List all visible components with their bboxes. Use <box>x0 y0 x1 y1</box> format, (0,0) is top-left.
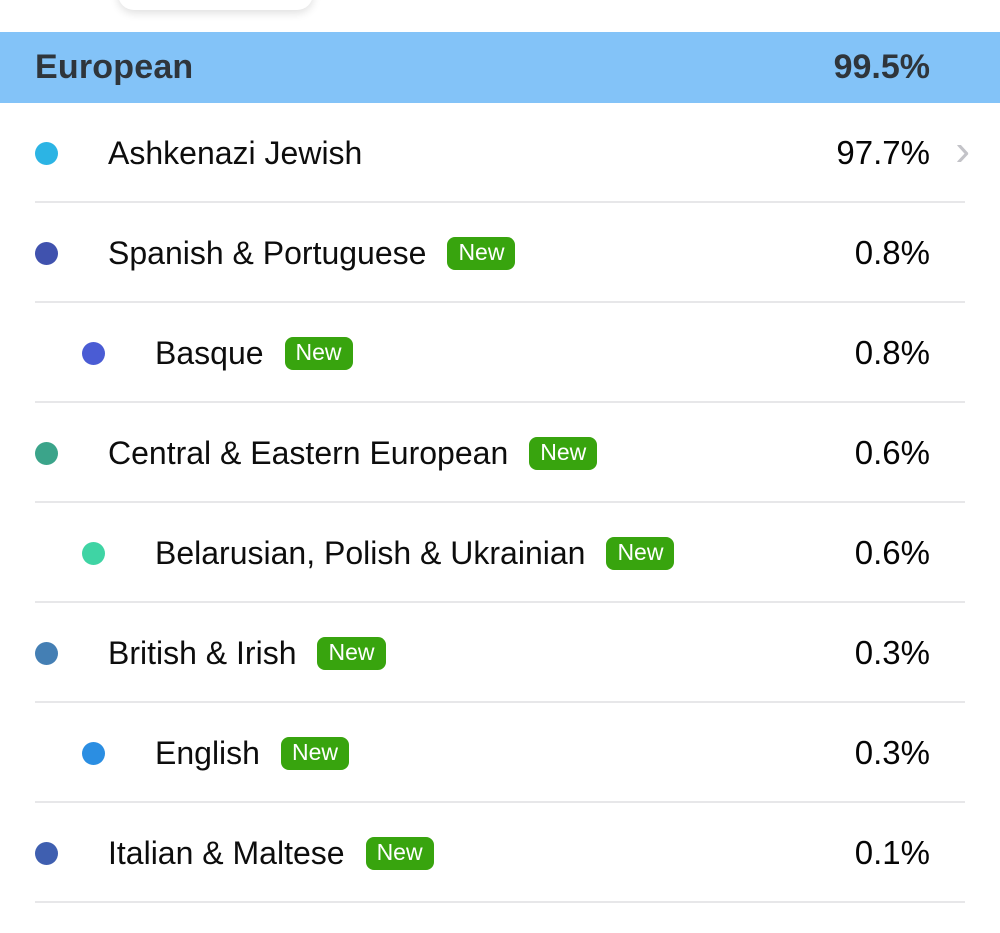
ancestry-percentage: 0.3% <box>854 734 930 771</box>
new-badge: New <box>365 836 434 870</box>
ancestry-percentage: 0.8% <box>854 234 930 271</box>
new-badge: New <box>529 436 598 470</box>
floating-card-bottom-edge <box>118 0 313 10</box>
ancestry-label: English <box>155 734 260 771</box>
ancestry-rows-list: Ashkenazi Jewish 97.7% › Spanish & Portugue… <box>0 103 1000 903</box>
ancestry-label: Central & Eastern European <box>108 434 509 471</box>
ancestry-dot <box>82 541 105 565</box>
ancestry-percentage: 0.3% <box>854 634 930 671</box>
new-badge: New <box>606 536 675 570</box>
new-badge: New <box>284 336 353 370</box>
top-strip <box>0 0 1000 32</box>
ancestry-dot <box>82 341 105 365</box>
ancestry-dot <box>35 641 58 665</box>
ancestry-label: Italian & Maltese <box>108 834 345 871</box>
ancestry-label: Ashkenazi Jewish <box>108 134 363 171</box>
ancestry-percentage: 0.6% <box>854 434 930 471</box>
ancestry-percentage: 0.8% <box>854 334 930 371</box>
ancestry-dot <box>35 241 58 265</box>
ancestry-row-spanish-portuguese[interactable]: Spanish & Portuguese New 0.8% <box>0 203 1000 303</box>
ancestry-dot <box>82 741 105 765</box>
ancestry-row-italian-maltese[interactable]: Italian & Maltese New 0.1% <box>0 803 1000 903</box>
group-header-european[interactable]: European 99.5% <box>0 32 1000 103</box>
ancestry-percentage: 0.6% <box>854 534 930 571</box>
ancestry-row-basque[interactable]: Basque New 0.8% <box>0 303 1000 403</box>
ancestry-percentage: 97.7% <box>836 134 930 171</box>
ancestry-row-english[interactable]: English New 0.3% <box>0 703 1000 803</box>
group-title: European <box>35 48 194 86</box>
chevron-right-icon: › <box>955 126 970 176</box>
ancestry-label: Belarusian, Polish & Ukrainian <box>155 534 586 571</box>
ancestry-label: Spanish & Portuguese <box>108 234 427 271</box>
ancestry-row-ashkenazi-jewish[interactable]: Ashkenazi Jewish 97.7% › <box>0 103 1000 203</box>
new-badge: New <box>317 636 386 670</box>
new-badge: New <box>447 236 516 270</box>
ancestry-row-central-eastern-european[interactable]: Central & Eastern European New 0.6% <box>0 403 1000 503</box>
ancestry-dot <box>35 441 58 465</box>
ancestry-row-belarusian-polish-ukrainian[interactable]: Belarusian, Polish & Ukrainian New 0.6% <box>0 503 1000 603</box>
ancestry-label: British & Irish <box>108 634 297 671</box>
ancestry-percentage: 0.1% <box>854 834 930 871</box>
ancestry-dot <box>35 141 58 165</box>
group-percentage: 99.5% <box>833 48 930 86</box>
ancestry-label: Basque <box>155 334 264 371</box>
new-badge: New <box>280 736 349 770</box>
ancestry-dot <box>35 841 58 865</box>
ancestry-row-british-irish[interactable]: British & Irish New 0.3% <box>0 603 1000 703</box>
